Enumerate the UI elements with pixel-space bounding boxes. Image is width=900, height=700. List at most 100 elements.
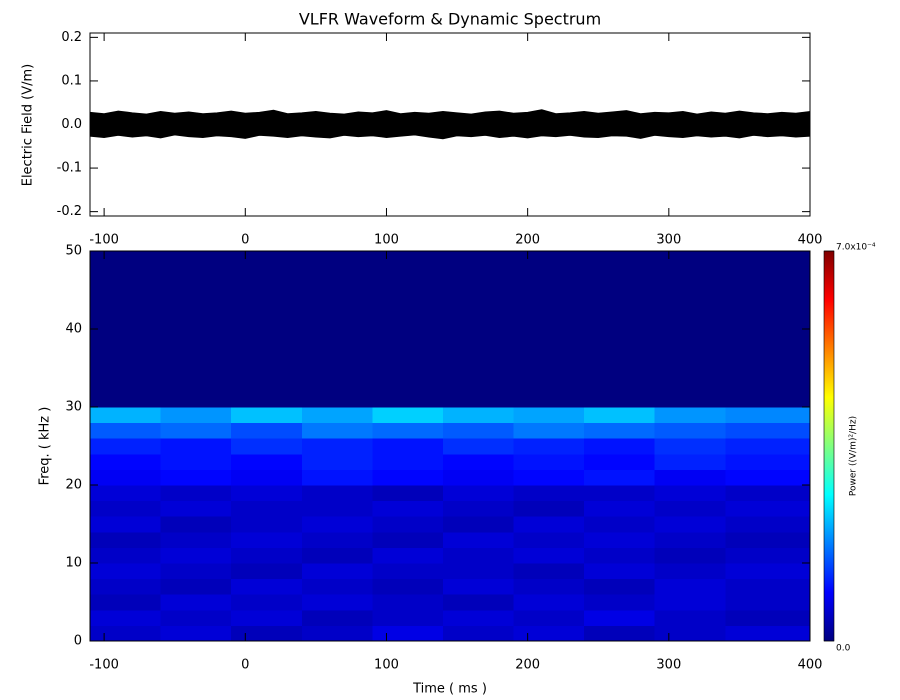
heatmap-cell bbox=[513, 531, 585, 548]
heatmap-cell bbox=[584, 500, 656, 517]
heatmap-cell bbox=[231, 438, 303, 455]
heatmap-cell bbox=[160, 594, 232, 611]
y-tick-label: 30 bbox=[65, 400, 82, 415]
heatmap-cell bbox=[513, 438, 585, 455]
y-axis-label: Electric Field (V/m) bbox=[21, 64, 36, 187]
heatmap-cell bbox=[513, 594, 585, 611]
heatmap-cell bbox=[160, 563, 232, 580]
colorbar bbox=[823, 250, 835, 642]
heatmap-cell bbox=[584, 625, 656, 642]
heatmap-cell bbox=[442, 563, 515, 580]
heatmap-cell bbox=[231, 516, 303, 533]
y-tick-label: 20 bbox=[65, 478, 82, 493]
heatmap-cell bbox=[442, 609, 515, 626]
heatmap-cell bbox=[372, 594, 444, 611]
x-tick-label: 200 bbox=[515, 658, 540, 673]
heatmap-cell bbox=[654, 422, 726, 439]
heatmap-cell bbox=[654, 547, 726, 564]
heatmap-cell bbox=[301, 422, 373, 439]
heatmap-cell bbox=[513, 485, 585, 502]
heatmap-cell bbox=[442, 422, 515, 439]
heatmap-cell bbox=[301, 531, 373, 548]
heatmap-cell bbox=[160, 516, 232, 533]
heatmap-cell bbox=[654, 438, 726, 455]
heatmap-cell bbox=[231, 625, 303, 642]
heatmap-cell bbox=[301, 500, 373, 517]
heatmap-cell bbox=[372, 500, 444, 517]
x-tick-label: 300 bbox=[656, 658, 681, 673]
x-tick-label: -100 bbox=[89, 233, 119, 248]
heatmap-cell bbox=[442, 594, 515, 611]
heatmap-cell bbox=[231, 407, 303, 424]
heatmap-cell bbox=[90, 422, 162, 439]
heatmap-cell bbox=[725, 625, 811, 642]
heatmap-cell bbox=[90, 453, 162, 470]
heatmap-cell bbox=[372, 251, 444, 408]
heatmap-cell bbox=[654, 531, 726, 548]
x-tick-label: 300 bbox=[656, 233, 681, 248]
heatmap-cell bbox=[442, 438, 515, 455]
x-tick-label: -100 bbox=[89, 658, 119, 673]
heatmap-cell bbox=[725, 516, 811, 533]
heatmap-cell bbox=[654, 578, 726, 595]
heatmap-cell bbox=[372, 578, 444, 595]
heatmap-cell bbox=[372, 453, 444, 470]
heatmap-cell bbox=[584, 407, 656, 424]
heatmap-cell bbox=[231, 469, 303, 486]
heatmap-cell bbox=[442, 531, 515, 548]
heatmap-cell bbox=[654, 407, 726, 424]
x-tick-label: 400 bbox=[798, 233, 823, 248]
heatmap-cell bbox=[160, 531, 232, 548]
plot-frame bbox=[89, 250, 811, 642]
heatmap-cell bbox=[513, 500, 585, 517]
heatmap-cell bbox=[160, 422, 232, 439]
heatmap-cell bbox=[442, 500, 515, 517]
heatmap-cell bbox=[584, 453, 656, 470]
heatmap-cell bbox=[90, 438, 162, 455]
heatmap-cell bbox=[584, 563, 656, 580]
heatmap-cell bbox=[90, 485, 162, 502]
heatmap-cell bbox=[231, 500, 303, 517]
heatmap-cell bbox=[90, 547, 162, 564]
x-tick-label: 200 bbox=[515, 233, 540, 248]
heatmap-cell bbox=[513, 563, 585, 580]
heatmap-cell bbox=[90, 500, 162, 517]
x-tick-label: 100 bbox=[374, 233, 399, 248]
heatmap-cell bbox=[301, 609, 373, 626]
heatmap-cell bbox=[231, 563, 303, 580]
chart-title: VLFR Waveform & Dynamic Spectrum bbox=[299, 10, 601, 29]
heatmap-cell bbox=[725, 485, 811, 502]
heatmap-cell bbox=[372, 407, 444, 424]
heatmap-cell bbox=[90, 531, 162, 548]
heatmap-cell bbox=[90, 609, 162, 626]
heatmap-cell bbox=[584, 531, 656, 548]
heatmap-cell bbox=[442, 251, 515, 408]
y-tick-label: 10 bbox=[65, 556, 82, 571]
x-tick-label: 0 bbox=[241, 658, 249, 673]
heatmap-cell bbox=[725, 422, 811, 439]
heatmap-cell bbox=[725, 407, 811, 424]
colorbar-tick-label: 0.0 bbox=[836, 644, 851, 654]
y-tick-label: -0.2 bbox=[57, 204, 82, 219]
heatmap-cell bbox=[231, 422, 303, 439]
heatmap-cell bbox=[372, 547, 444, 564]
heatmap-cell bbox=[301, 469, 373, 486]
heatmap-cell bbox=[372, 609, 444, 626]
heatmap-cell bbox=[372, 563, 444, 580]
heatmap-cell bbox=[513, 578, 585, 595]
heatmap-cell bbox=[654, 625, 726, 642]
x-axis-label: Time ( ms ) bbox=[412, 682, 487, 697]
heatmap-cell bbox=[442, 407, 515, 424]
heatmap-cell bbox=[301, 547, 373, 564]
heatmap-cell bbox=[231, 547, 303, 564]
heatmap-cell bbox=[654, 609, 726, 626]
heatmap-cell bbox=[725, 453, 811, 470]
heatmap-cell bbox=[584, 547, 656, 564]
heatmap-cell bbox=[301, 251, 373, 408]
heatmap-cell bbox=[160, 578, 232, 595]
heatmap-cell bbox=[231, 453, 303, 470]
heatmap-cell bbox=[301, 563, 373, 580]
heatmap-cell bbox=[301, 438, 373, 455]
